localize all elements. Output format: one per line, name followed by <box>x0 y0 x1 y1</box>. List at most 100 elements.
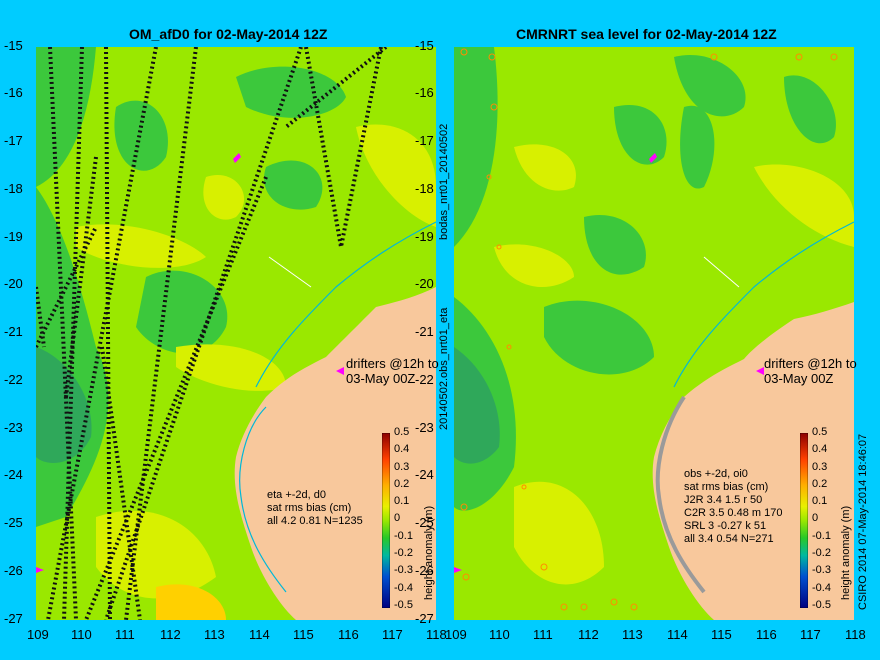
left-map-title: OM_afD0 for 02-May-2014 12Z <box>129 26 328 42</box>
left-x-tick: 118 <box>426 627 447 642</box>
right-y-tick: -27 <box>415 611 434 626</box>
colorbar-tick: 0.3 <box>812 460 828 473</box>
drifter-label-line: 03-May 00Z <box>764 371 834 386</box>
left-x-tick: 113 <box>204 627 225 642</box>
right-x-tick: 113 <box>622 627 643 642</box>
right-x-tick: 114 <box>667 627 688 642</box>
right-y-tick: -19 <box>415 229 434 244</box>
right-y-tick: -15 <box>415 38 434 53</box>
left-y-tick: -16 <box>4 85 23 100</box>
colorbar-tick: 0.1 <box>812 495 828 508</box>
right-x-tick: 117 <box>800 627 821 642</box>
left-colorbar <box>382 433 390 608</box>
left-map-drifters <box>36 153 344 573</box>
colorbar-tick: 0.2 <box>394 477 410 490</box>
right-map-drifters <box>454 153 764 573</box>
right-map-white-line <box>703 256 740 288</box>
right-y-tick: -18 <box>415 181 434 196</box>
right-stats: obs +-2d, oi0 sat rms bias (cm) J2R 3.4 … <box>684 468 782 546</box>
right-x-tick: 116 <box>756 627 777 642</box>
right-map-coastline <box>655 395 706 594</box>
left-map-isobath <box>239 406 287 593</box>
side-label-file: bodas_nrt01_20140502 <box>438 123 450 240</box>
colorbar-tick: -0.5 <box>394 598 413 611</box>
stats-line: all 4.2 0.81 N=1235 <box>267 515 363 527</box>
stats-line: sat rms bias (cm) <box>267 502 352 514</box>
colorbar-tick: -0.3 <box>812 564 831 577</box>
right-drifter-label: drifters @12h to 03-May 00Z <box>764 356 857 386</box>
copyright-label: CSIRO 2014 07-May-2014 18:46:07 <box>857 433 869 610</box>
left-x-axis: 109 110 111 112 113 114 115 116 117 118 … <box>0 627 880 647</box>
right-contour-patches <box>454 47 854 585</box>
right-y-tick: -24 <box>415 467 434 482</box>
right-map <box>454 47 854 620</box>
left-x-tick: 111 <box>115 627 135 642</box>
right-x-tick: 115 <box>711 627 732 642</box>
left-x-tick: 114 <box>249 627 270 642</box>
right-map-shelf-line <box>673 221 854 388</box>
right-x-tick: 110 <box>489 627 510 642</box>
colorbar-tick: -0.1 <box>394 529 413 542</box>
right-map-obs-points <box>460 48 838 611</box>
colorbar-tick: -0.2 <box>812 547 831 560</box>
colorbar-tick: -0.4 <box>812 581 831 594</box>
stats-line: sat rms bias (cm) <box>684 481 769 493</box>
colorbar-tick: 0.5 <box>812 426 828 438</box>
colorbar-tick: 0.1 <box>394 495 410 508</box>
colorbar-tick: 0 <box>812 512 819 525</box>
stats-line: eta +-2d, d0 <box>267 489 327 501</box>
left-map-altimeter-tracks <box>36 47 388 620</box>
stats-line: J2R 3.4 1.5 r 50 <box>684 494 763 506</box>
left-y-tick: -26 <box>4 563 23 578</box>
left-y-tick: -18 <box>4 181 23 196</box>
colorbar-tick: 0.3 <box>394 460 410 473</box>
colorbar-tick: 0.5 <box>394 426 410 438</box>
stats-line: C2R 3.5 0.48 m 170 <box>684 507 783 519</box>
colorbar-tick: -0.1 <box>812 529 831 542</box>
colorbar-tick: 0 <box>394 512 401 525</box>
left-map-white-line <box>268 256 312 288</box>
right-x-tick: 109 <box>445 627 467 642</box>
right-map-title: CMRNRT sea level for 02-May-2014 12Z <box>516 26 777 42</box>
colorbar-tick: -0.4 <box>394 581 413 594</box>
left-x-tick: 115 <box>293 627 314 642</box>
left-y-tick: -15 <box>4 38 23 53</box>
left-colorbar-label: height anomaly (m) <box>423 505 435 600</box>
left-y-tick: -23 <box>4 420 23 435</box>
drifter-label-line: drifters @12h to <box>764 356 857 371</box>
left-y-tick: -27 <box>4 611 23 626</box>
left-x-tick: 117 <box>382 627 403 642</box>
left-y-tick: -21 <box>4 324 23 339</box>
right-y-tick: -21 <box>415 324 434 339</box>
right-y-tick: -20 <box>415 276 434 291</box>
right-y-tick: -25 <box>415 515 434 530</box>
left-y-tick: -25 <box>4 515 23 530</box>
colorbar-tick: 0.4 <box>394 443 410 456</box>
left-y-tick: -22 <box>4 372 23 387</box>
right-x-tick: 111 <box>533 627 553 642</box>
stats-line: SRL 3 -0.27 k 51 <box>684 520 767 532</box>
right-x-tick: 118 <box>845 627 866 642</box>
left-x-tick: 116 <box>338 627 359 642</box>
right-colorbar-label: height anomaly (m) <box>840 505 852 600</box>
right-y-tick: -22 <box>415 372 434 387</box>
colorbar-tick: -0.2 <box>394 547 413 560</box>
right-colorbar-ticks: 0.5 0.4 0.3 0.2 0.1 0 -0.1 -0.2 -0.3 -0.… <box>812 426 831 616</box>
right-y-tick: -16 <box>415 85 434 100</box>
drifter-label-line: 03-May 00Z <box>346 371 416 386</box>
stats-line: obs +-2d, oi0 <box>684 468 748 480</box>
left-y-tick: -19 <box>4 229 23 244</box>
right-y-tick: -17 <box>415 133 434 148</box>
left-y-tick: -24 <box>4 467 23 482</box>
left-map-shelf-line <box>255 221 436 388</box>
colorbar-tick: 0.4 <box>812 443 828 456</box>
drifter-label-line: drifters @12h to <box>346 356 439 371</box>
right-y-tick: -26 <box>415 563 434 578</box>
left-y-tick: -20 <box>4 276 23 291</box>
left-colorbar-ticks: 0.5 0.4 0.3 0.2 0.1 0 -0.1 -0.2 -0.3 -0.… <box>394 426 413 616</box>
side-label-obs: 20140502.obs_nrt01_eta <box>438 307 450 430</box>
stats-line: all 3.4 0.54 N=271 <box>684 533 774 545</box>
left-drifter-label: drifters @12h to 03-May 00Z <box>346 356 439 386</box>
colorbar-tick: 0.2 <box>812 477 828 490</box>
left-x-tick: 109 <box>27 627 49 642</box>
